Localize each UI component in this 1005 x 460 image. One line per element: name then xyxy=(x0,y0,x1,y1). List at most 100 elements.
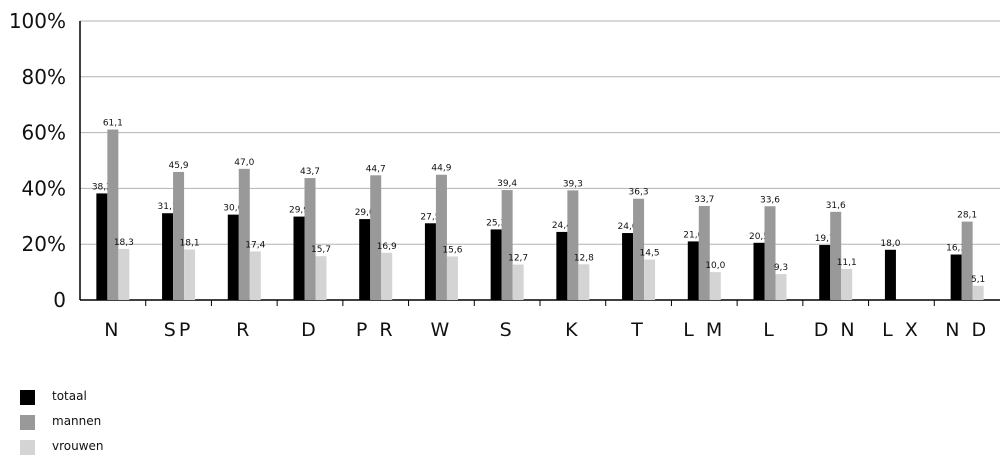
bar-mannen xyxy=(173,171,185,300)
bar-vrouwen xyxy=(841,269,853,300)
data-label-mannen: 39,4 xyxy=(497,179,517,189)
data-label-mannen: 61,1 xyxy=(103,119,123,129)
bar-vrouwen xyxy=(446,256,458,300)
data-label-totaal: 16,3 xyxy=(946,244,966,254)
bar-totaal xyxy=(753,242,765,300)
bar-mannen xyxy=(304,178,316,300)
data-label-mannen: 47,0 xyxy=(234,158,254,168)
data-label-totaal: 24,0 xyxy=(618,222,638,232)
data-label-mannen: 45,9 xyxy=(169,161,189,171)
bar-totaal xyxy=(96,193,108,300)
bar-vrouwen xyxy=(775,274,787,300)
y-tick-label: 40% xyxy=(22,176,66,200)
x-tick-label: N xyxy=(104,319,121,341)
bar-mannen xyxy=(633,198,645,300)
bar-totaal xyxy=(884,249,896,300)
bar-totaal xyxy=(556,231,568,300)
bar-mannen xyxy=(961,221,973,300)
data-label-totaal: 21,0 xyxy=(683,230,703,240)
bar-vrouwen xyxy=(709,272,721,300)
x-tick-label: W xyxy=(431,319,453,341)
x-tick-label: L xyxy=(763,319,777,341)
data-label-mannen: 28,1 xyxy=(957,211,977,221)
y-tick-label: 100% xyxy=(9,9,66,33)
data-label-vrouwen: 12,7 xyxy=(508,254,528,264)
bar-totaal xyxy=(162,213,174,300)
data-label-totaal: 29,9 xyxy=(289,206,309,216)
data-label-mannen: 43,7 xyxy=(300,167,320,177)
bar-mannen xyxy=(107,129,119,300)
bar-vrouwen xyxy=(315,256,327,300)
data-label-vrouwen: 17,4 xyxy=(245,240,265,250)
data-label-totaal: 25,3 xyxy=(486,218,506,228)
x-tick-label: P R xyxy=(356,319,396,341)
data-label-totaal: 38,2 xyxy=(92,182,112,192)
x-tick-label: R xyxy=(236,319,252,341)
data-label-vrouwen: 11,1 xyxy=(837,258,857,268)
data-label-mannen: 33,6 xyxy=(760,195,780,205)
data-label-totaal: 27,5 xyxy=(420,212,440,222)
bar-totaal xyxy=(424,223,436,300)
bar-mannen xyxy=(567,190,579,300)
data-label-totaal: 31,1 xyxy=(158,202,178,212)
data-label-totaal: 30,6 xyxy=(223,204,243,214)
bar-totaal xyxy=(687,241,699,300)
y-tick-label: 0 xyxy=(53,288,66,312)
x-tick-label: D N xyxy=(814,319,858,341)
x-tick-label: L M xyxy=(683,319,725,341)
data-label-mannen: 44,7 xyxy=(366,164,386,174)
bar-totaal xyxy=(819,245,831,300)
x-tick-label: K xyxy=(565,319,580,341)
y-tick-label: 20% xyxy=(22,232,66,256)
bar-totaal xyxy=(293,216,305,300)
bar-mannen xyxy=(435,174,447,300)
bar-totaal xyxy=(227,214,239,300)
x-tick-label: L X xyxy=(882,319,921,341)
legend-label-totaal: totaal xyxy=(52,389,87,403)
data-label-vrouwen: 12,8 xyxy=(574,253,594,263)
bar-vrouwen xyxy=(118,248,130,300)
data-label-mannen: 33,7 xyxy=(694,195,714,205)
bar-vrouwen xyxy=(381,252,393,300)
legend-swatch-vrouwen xyxy=(20,440,35,455)
legend-label-mannen: mannen xyxy=(52,414,102,428)
bar-mannen xyxy=(238,168,250,300)
data-label-vrouwen: 18,1 xyxy=(180,239,200,249)
bar-mannen xyxy=(501,190,513,300)
data-label-vrouwen: 18,3 xyxy=(114,238,134,248)
bar-vrouwen xyxy=(578,264,590,300)
data-label-totaal: 29,0 xyxy=(355,208,375,218)
data-label-vrouwen: 16,9 xyxy=(377,242,397,252)
data-label-totaal: 19,7 xyxy=(815,234,835,244)
bar-totaal xyxy=(622,233,634,300)
data-label-mannen: 36,3 xyxy=(629,188,649,198)
x-tick-label: SP xyxy=(164,319,194,341)
data-label-vrouwen: 9,3 xyxy=(774,263,788,273)
x-tick-label: S xyxy=(500,319,515,341)
data-label-mannen: 31,6 xyxy=(826,201,846,211)
bar-totaal xyxy=(359,219,371,300)
data-label-vrouwen: 10,0 xyxy=(705,261,725,271)
legend-swatch-totaal xyxy=(20,390,35,405)
x-tick-label: N D xyxy=(945,319,989,341)
bar-vrouwen xyxy=(644,259,656,300)
data-label-mannen: 44,9 xyxy=(431,164,451,174)
data-label-vrouwen: 5,1 xyxy=(971,275,985,285)
data-label-totaal: 18,0 xyxy=(880,239,900,249)
bar-vrouwen xyxy=(184,249,196,300)
legend-label-vrouwen: vrouwen xyxy=(52,439,104,453)
bar-vrouwen xyxy=(972,285,984,300)
bar-totaal xyxy=(950,254,962,300)
bar-mannen xyxy=(370,175,382,300)
data-label-mannen: 39,3 xyxy=(563,179,583,189)
data-label-vrouwen: 15,7 xyxy=(311,245,331,255)
bar-mannen xyxy=(830,211,842,300)
bar-vrouwen xyxy=(249,251,261,300)
legend-swatch-mannen xyxy=(20,415,35,430)
x-tick-label: D xyxy=(301,319,319,341)
bar-mannen xyxy=(698,205,710,300)
data-label-totaal: 24,4 xyxy=(552,221,572,231)
data-label-vrouwen: 14,5 xyxy=(640,249,660,259)
y-tick-label: 60% xyxy=(22,121,66,145)
